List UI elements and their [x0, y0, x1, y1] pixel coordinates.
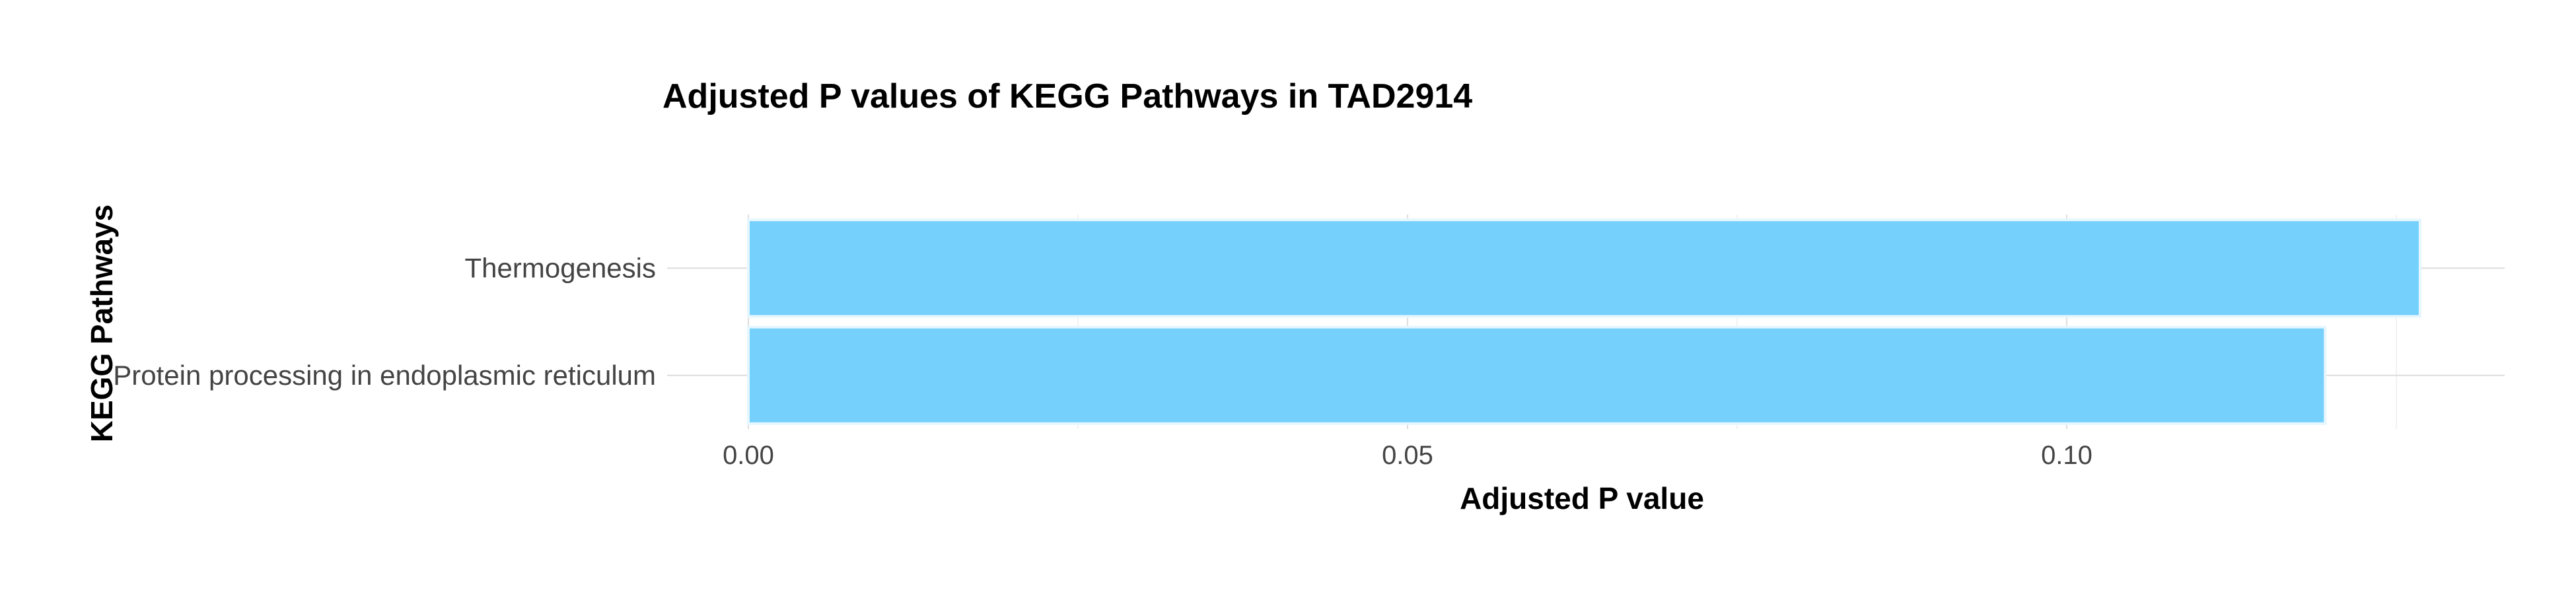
x-axis-title: Adjusted P value	[1460, 481, 1704, 515]
x-tick-label: 0.05	[1382, 441, 1433, 470]
bar	[747, 218, 2421, 318]
x-tick-label: 0.10	[2041, 441, 2093, 470]
category-labels: Thermogenesis Protein processing in endop…	[113, 252, 656, 391]
x-tick-label: 0.00	[723, 441, 774, 470]
category-label: Protein processing in endoplasmic reticu…	[113, 360, 656, 391]
category-label: Thermogenesis	[465, 252, 656, 283]
x-tick-labels: 0.00 0.05 0.10	[723, 441, 2093, 470]
bar	[747, 325, 2327, 425]
bars	[747, 218, 2421, 425]
y-axis-title: KEGG Pathways	[85, 205, 119, 442]
chart-title: Adjusted P values of KEGG Pathways in TA…	[662, 77, 1472, 116]
